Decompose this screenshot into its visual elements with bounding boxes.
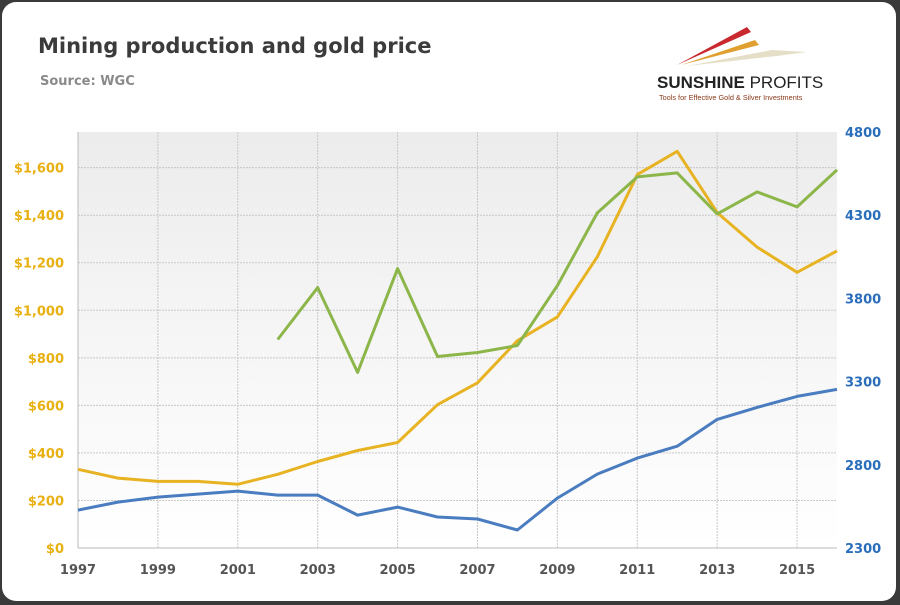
y-left-tick-label: $0 (46, 542, 64, 557)
x-tick-label: 2011 (619, 563, 655, 578)
y-left-tick-label: $200 (28, 494, 64, 509)
y-right-tick-label: 4800 (845, 126, 881, 141)
y-left-tick-label: $400 (28, 447, 64, 462)
series-line-2 (276, 168, 839, 374)
y-right-tick-label: 4300 (845, 209, 881, 224)
x-tick-label: 2007 (459, 563, 495, 578)
x-tick-label: 2005 (379, 563, 415, 578)
x-tick-label: 2013 (699, 563, 735, 578)
x-tick-label: 2003 (300, 563, 336, 578)
series-line-1 (77, 387, 838, 532)
plot-background (78, 132, 837, 548)
svg-text:Tools for Effective Gold & Sil: Tools for Effective Gold & Silver Invest… (659, 93, 803, 102)
y-left-tick-label: $600 (28, 399, 64, 414)
sunshine-profits-logo: SUNSHINE PROFITS Tools for Effective Gol… (657, 27, 823, 102)
x-tick-label: 1999 (140, 563, 176, 578)
y-left-tick-label: $1,000 (14, 304, 64, 319)
y-right-tick-label: 3300 (845, 376, 881, 391)
y-left-tick-label: $800 (28, 352, 64, 367)
y-left-tick-label: $1,400 (14, 209, 64, 224)
y-left-tick-label: $1,600 (14, 162, 64, 177)
svg-text:SUNSHINE PROFITS: SUNSHINE PROFITS (657, 73, 823, 92)
x-tick-label: 2001 (220, 563, 256, 578)
x-tick-label: 2015 (779, 563, 815, 578)
y-right-tick-label: 2300 (845, 542, 881, 557)
y-right-tick-label: 2800 (845, 459, 881, 474)
y-left-tick-label: $1,200 (14, 257, 64, 272)
y-right-tick-label: 3800 (845, 292, 881, 307)
x-tick-label: 2009 (539, 563, 575, 578)
x-tick-label: 1997 (60, 563, 96, 578)
series-line-0 (77, 149, 838, 486)
chart-title: Mining production and gold price (38, 34, 432, 58)
chart-subtitle: Source: WGC (40, 74, 135, 89)
